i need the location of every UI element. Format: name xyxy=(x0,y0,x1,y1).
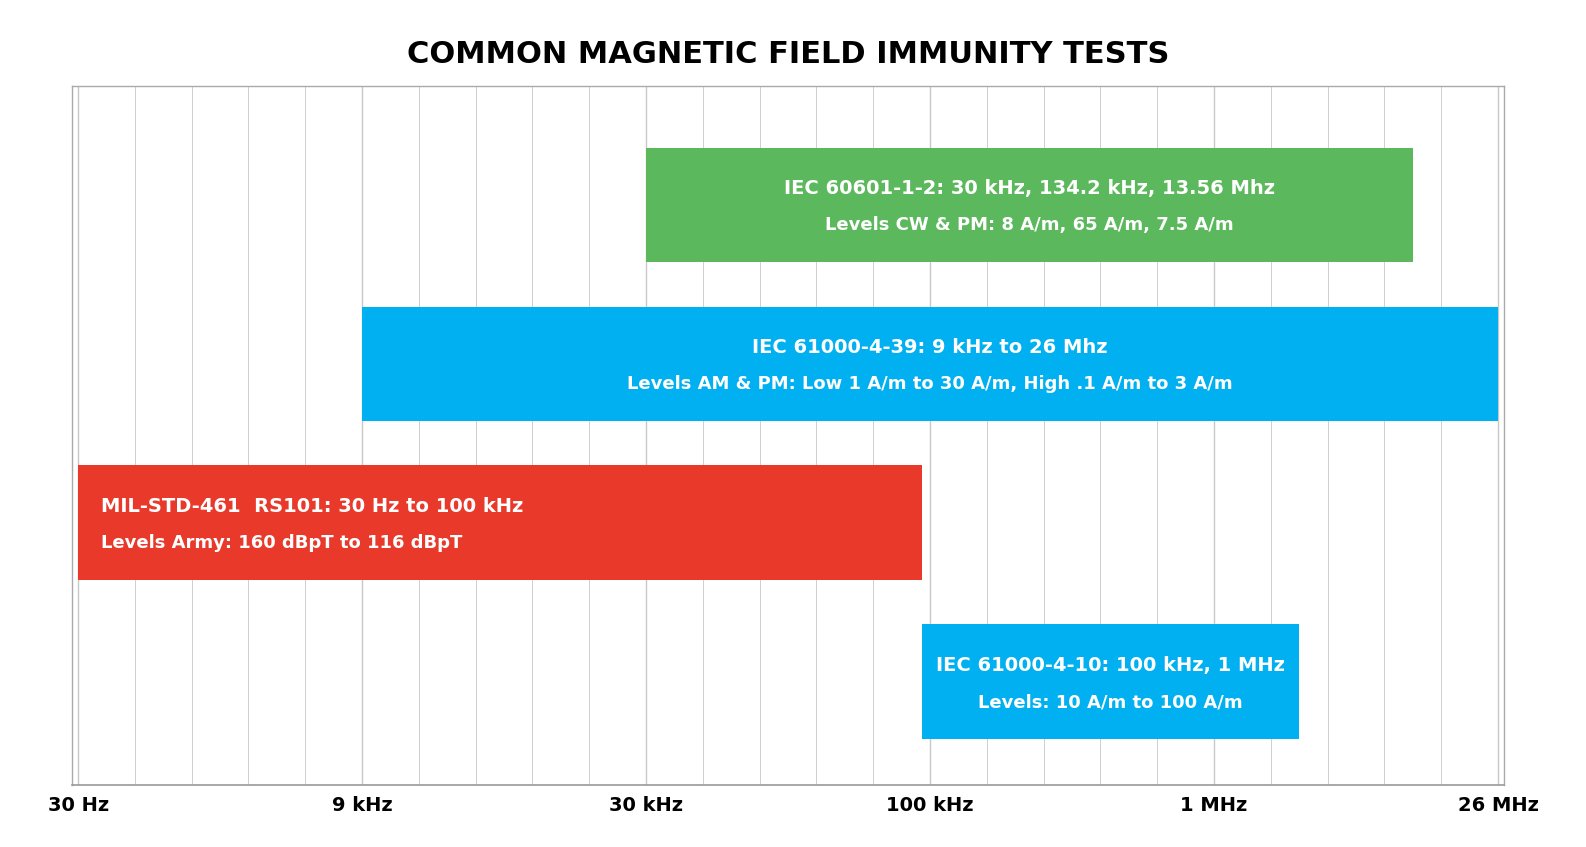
Text: Levels AM & PM: Low 1 A/m to 30 A/m, High .1 A/m to 3 A/m: Levels AM & PM: Low 1 A/m to 30 A/m, Hig… xyxy=(626,375,1232,393)
FancyBboxPatch shape xyxy=(921,624,1299,739)
Title: COMMON MAGNETIC FIELD IMMUNITY TESTS: COMMON MAGNETIC FIELD IMMUNITY TESTS xyxy=(408,41,1169,69)
Text: Levels CW & PM: 8 A/m, 65 A/m, 7.5 A/m: Levels CW & PM: 8 A/m, 65 A/m, 7.5 A/m xyxy=(825,217,1234,235)
FancyBboxPatch shape xyxy=(78,466,921,580)
Text: MIL-STD-461  RS101: 30 Hz to 100 kHz: MIL-STD-461 RS101: 30 Hz to 100 kHz xyxy=(102,497,523,517)
Text: IEC 61000-4-10: 100 kHz, 1 MHz: IEC 61000-4-10: 100 kHz, 1 MHz xyxy=(936,656,1285,675)
Text: IEC 60601-1-2: 30 kHz, 134.2 kHz, 13.56 Mhz: IEC 60601-1-2: 30 kHz, 134.2 kHz, 13.56 … xyxy=(783,180,1275,198)
Text: IEC 61000-4-39: 9 kHz to 26 Mhz: IEC 61000-4-39: 9 kHz to 26 Mhz xyxy=(752,338,1107,357)
FancyBboxPatch shape xyxy=(646,147,1413,262)
FancyBboxPatch shape xyxy=(362,307,1499,421)
Text: Levels Army: 160 dBpT to 116 dBpT: Levels Army: 160 dBpT to 116 dBpT xyxy=(102,534,462,552)
Text: Levels: 10 A/m to 100 A/m: Levels: 10 A/m to 100 A/m xyxy=(979,694,1243,711)
